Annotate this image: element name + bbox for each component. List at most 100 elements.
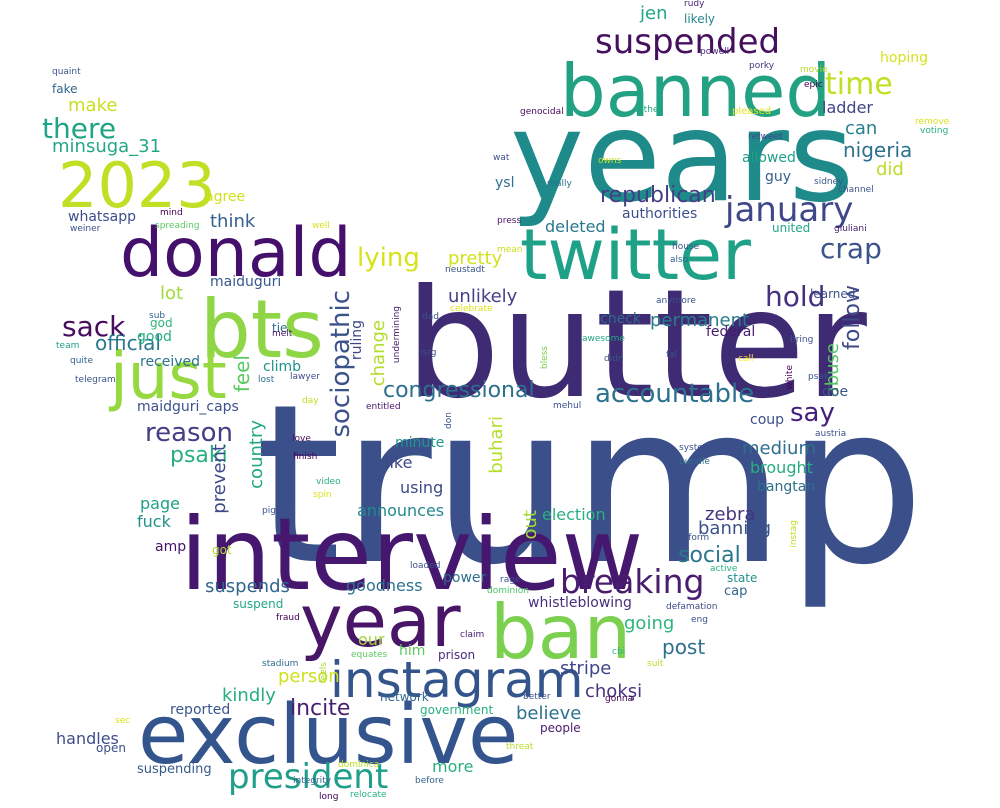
cloud-word: retweet [748, 132, 783, 142]
cloud-word: owns [598, 156, 622, 166]
cloud-word: can [845, 118, 878, 139]
cloud-word: team [56, 341, 80, 351]
cloud-word: porky [749, 61, 775, 71]
cloud-word: there [42, 112, 117, 145]
cloud-word: video [316, 477, 341, 487]
cloud-word: fuck [137, 512, 171, 531]
cloud-word: austria [815, 429, 847, 439]
cloud-word: incite [290, 696, 351, 721]
cloud-word: united [772, 221, 811, 235]
cloud-word: better [523, 692, 551, 702]
cloud-word: piggin [262, 506, 290, 516]
cloud-word: telegram [75, 375, 116, 385]
cloud-word: interview [180, 496, 644, 613]
cloud-word: accountable [595, 379, 755, 409]
cloud-word: believe [516, 703, 582, 724]
cloud-word: ysl [495, 175, 515, 191]
cloud-word: fake [52, 82, 78, 96]
cloud-word: people [540, 721, 581, 735]
cloud-word: our [358, 630, 385, 649]
cloud-word: quaint [52, 67, 81, 77]
cloud-word: loaded [410, 561, 441, 571]
cloud-word: sub [149, 311, 166, 321]
cloud-word: white [785, 365, 795, 390]
cloud-word: congressional [383, 378, 535, 403]
cloud-word: cap [724, 584, 748, 599]
cloud-word: anymore [656, 296, 696, 306]
cloud-word: instagram [330, 651, 584, 709]
cloud-word: lie [641, 445, 651, 456]
cloud-word: spreading [155, 221, 200, 231]
cloud-word: say [790, 398, 835, 428]
cloud-word: sack [62, 310, 126, 343]
cloud-word: bundle [679, 457, 710, 467]
cloud-word: bless [540, 346, 550, 370]
cloud-word: maiduguri [210, 274, 282, 290]
cloud-word: deleted [545, 217, 606, 236]
cloud-word: whistleblowing [528, 595, 632, 611]
cloud-word: movie [800, 65, 828, 75]
cloud-word: system [679, 443, 712, 453]
cloud-word: house [672, 242, 700, 252]
cloud-word: lot [160, 283, 184, 304]
cloud-word: handles [56, 729, 119, 748]
cloud-word: stadium [262, 659, 299, 669]
cloud-word: eng [691, 615, 708, 625]
cloud-word: year [300, 579, 461, 663]
cloud-word: don [444, 412, 454, 429]
cloud-word: rudy [684, 0, 705, 9]
cloud-word: giuliani [834, 224, 867, 234]
cloud-word: suspended [595, 22, 781, 62]
cloud-word: tie [272, 321, 288, 335]
cloud-word: country [246, 420, 267, 489]
cloud-word: change [368, 320, 389, 387]
cloud-word: ban [490, 588, 632, 676]
cloud-word: guy [765, 169, 792, 185]
cloud-word: social [678, 543, 741, 568]
cloud-word: state [727, 571, 758, 585]
cloud-word: 2023 [58, 149, 216, 222]
cloud-word: network [380, 690, 429, 704]
cloud-word: like [385, 453, 413, 472]
cloud-word: years [510, 85, 854, 230]
cloud-word: butter [405, 258, 867, 432]
cloud-word: twitter [520, 214, 751, 296]
cloud-word: feel [230, 355, 254, 393]
cloud-word: stripe [560, 658, 612, 679]
cloud-word: suspends [205, 576, 290, 597]
cloud-word: amp [155, 539, 187, 555]
cloud-word: fraud [276, 613, 300, 623]
cloud-word: goodness [346, 576, 423, 595]
cloud-word: exclusive [138, 688, 519, 783]
cloud-word: neustadt [445, 265, 485, 275]
cloud-word: check [600, 311, 641, 327]
cloud-word: sociopathic [326, 290, 356, 438]
cloud-word: kindly [222, 685, 276, 706]
cloud-word: post [662, 635, 706, 659]
cloud-word: lying [357, 243, 420, 273]
cloud-word: didn [604, 354, 624, 364]
cloud-word: jen [640, 3, 668, 24]
cloud-word: out [520, 510, 541, 540]
cloud-word: reason [145, 418, 233, 448]
cloud-word: nigeria [843, 138, 913, 162]
cloud-word: voting [920, 126, 949, 136]
cloud-word: defamation [666, 602, 718, 612]
cloud-word: announces [357, 501, 445, 520]
cloud-word: banning [698, 518, 772, 539]
cloud-word: love [292, 434, 311, 444]
cloud-word: mehul [553, 401, 582, 411]
cloud-word: buhari [486, 416, 507, 474]
cloud-word: donald [120, 214, 352, 293]
cloud-word: claim [460, 630, 485, 640]
cloud-word: sec [115, 716, 131, 726]
cloud-word: unlikely [448, 286, 518, 307]
cloud-word: mean [497, 245, 523, 255]
cloud-word: banned [560, 49, 832, 133]
cloud-word: father [635, 105, 663, 115]
cloud-word: isrg [420, 348, 437, 358]
cloud-word: crap [820, 232, 882, 265]
cloud-word: going [624, 613, 675, 634]
cloud-word: god [150, 316, 173, 330]
cloud-word: sidney [814, 177, 844, 187]
